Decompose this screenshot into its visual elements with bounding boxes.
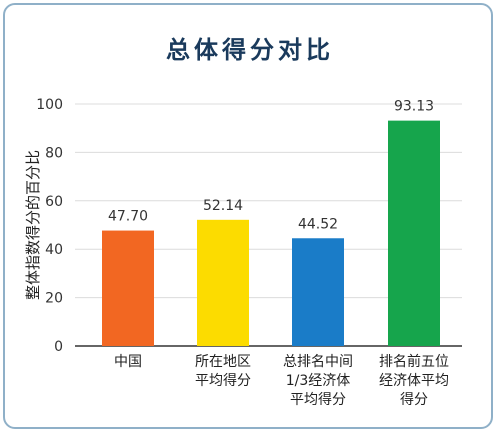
x-tick-label: 排名前五位经济体平均得分 [379, 353, 449, 408]
y-tick-label: 0 [54, 339, 63, 355]
bar [197, 219, 249, 346]
y-tick-label: 60 [45, 194, 63, 210]
data-label: 93.13 [394, 99, 434, 115]
data-label: 44.52 [298, 216, 338, 232]
data-label: 52.14 [203, 198, 243, 214]
data-label: 47.70 [108, 209, 148, 225]
bar [388, 120, 440, 346]
y-tick-label: 40 [45, 242, 63, 258]
bar [102, 230, 154, 346]
x-tick-label: 中国 [114, 354, 142, 370]
y-tick-label: 100 [36, 97, 63, 113]
y-tick-label: 20 [45, 291, 63, 307]
bar [292, 238, 344, 346]
x-tick-label: 所在地区平均得分 [195, 354, 251, 389]
x-tick-label: 总排名中间 1/3经济体平均得分 [283, 354, 353, 408]
y-axis-label: 整体指数得分的百分比 [24, 150, 42, 300]
y-tick-label: 80 [45, 145, 63, 161]
chart-title: 总体得分对比 [166, 36, 334, 64]
